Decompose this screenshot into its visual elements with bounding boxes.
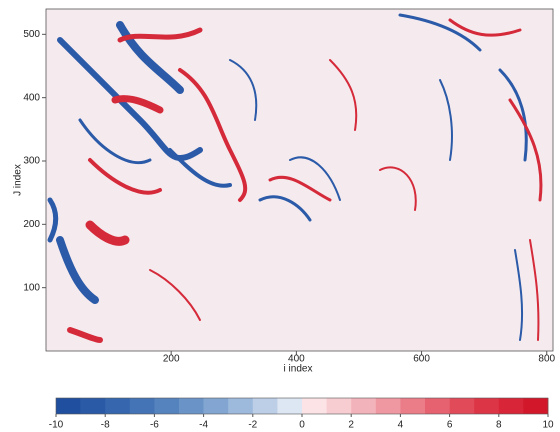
colorbar-tick-label: -2 xyxy=(248,420,257,431)
colorbar-tick-label: 10 xyxy=(542,420,554,431)
colorbar-segment xyxy=(80,398,106,414)
colorbar-tick-label: -6 xyxy=(150,420,159,431)
colorbar-tick-label: -8 xyxy=(101,420,110,431)
colorbar-segment xyxy=(179,398,204,414)
x-axis-label: i index xyxy=(284,364,313,375)
y-tick-label: 200 xyxy=(23,219,40,230)
colorbar-segment xyxy=(203,398,229,414)
colorbar-segment xyxy=(351,398,377,414)
colorbar-segment xyxy=(326,398,352,414)
plot-area xyxy=(45,8,554,352)
colorbar-tick-label: 6 xyxy=(447,420,453,431)
colorbar-segment xyxy=(425,398,450,414)
colorbar-segment xyxy=(105,398,131,414)
colorbar-tick-label: 2 xyxy=(348,420,354,431)
y-tick-label: 500 xyxy=(23,29,40,40)
colorbar-segment xyxy=(523,398,549,414)
colorbar-segment xyxy=(154,398,180,414)
y-tick-label: 100 xyxy=(23,282,40,293)
y-tick-label: 400 xyxy=(23,92,40,103)
colorbar-segment xyxy=(498,398,524,414)
colorbar-segment xyxy=(56,398,81,414)
colorbar-segment xyxy=(400,398,426,414)
colorbar-segment xyxy=(129,398,155,414)
x-tick-label: 800 xyxy=(538,354,555,365)
colorbar-tick-label: 0 xyxy=(299,420,305,431)
colorbar-segment xyxy=(375,398,401,414)
field-texture xyxy=(47,13,543,343)
x-tick-label: 600 xyxy=(413,354,430,365)
y-axis-label: J index xyxy=(13,164,24,196)
colorbar-tick-label: 8 xyxy=(496,420,502,431)
colorbar-segment xyxy=(252,398,278,414)
colorbar-segment xyxy=(474,398,500,414)
x-tick-label: 200 xyxy=(163,354,180,365)
colorbar-segment xyxy=(228,398,254,414)
colorbar-segment xyxy=(449,398,475,414)
y-tick-label: 300 xyxy=(23,156,40,167)
x-tick-label: 400 xyxy=(288,354,305,365)
colorbar-segment xyxy=(302,398,327,414)
colorbar-tick-label: -10 xyxy=(49,420,64,431)
colorbar-segment xyxy=(277,398,303,414)
colorbar-tick-label: -4 xyxy=(199,420,208,431)
colorbar-tick-label: 4 xyxy=(398,420,404,431)
